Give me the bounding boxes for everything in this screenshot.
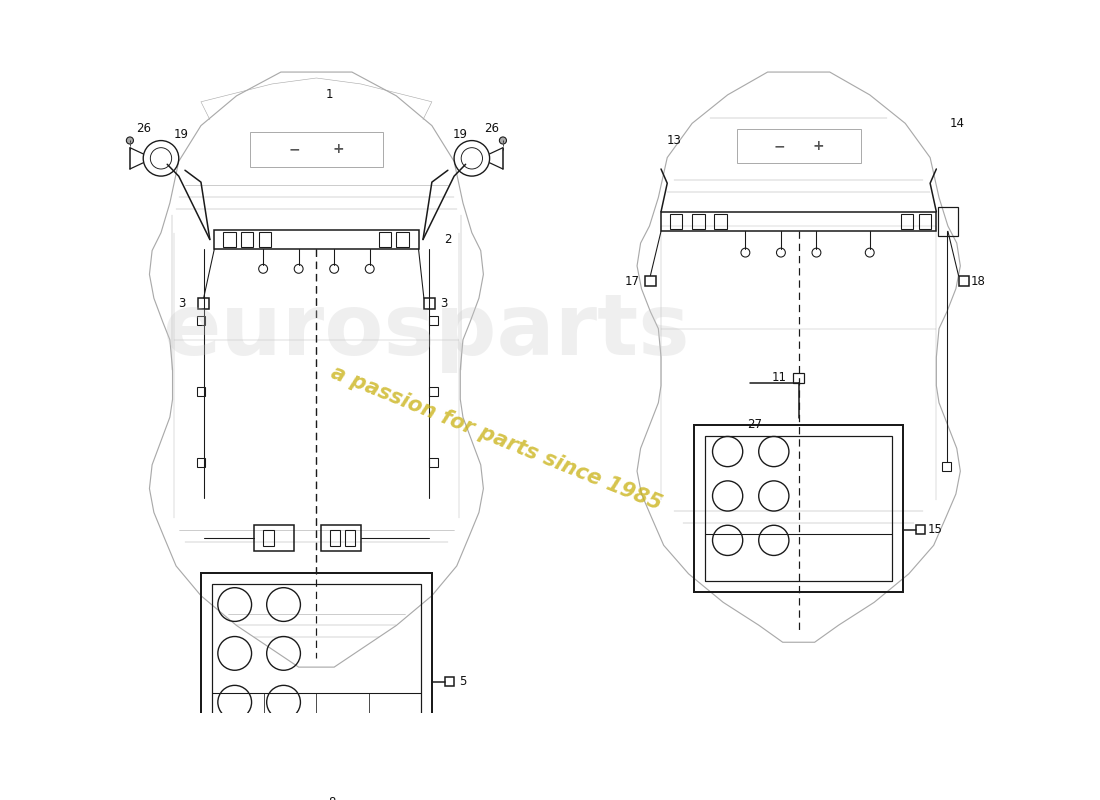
Text: 26: 26 — [135, 122, 151, 135]
Bar — [254, 525, 294, 551]
Text: 2: 2 — [444, 233, 452, 246]
Bar — [901, 214, 913, 229]
Text: −: − — [288, 142, 300, 156]
Text: eurosparts: eurosparts — [162, 290, 690, 373]
Text: a passion for parts since 1985: a passion for parts since 1985 — [329, 362, 666, 514]
Text: 8: 8 — [329, 796, 337, 800]
Bar — [958, 276, 969, 286]
Bar — [694, 425, 903, 592]
Bar — [241, 233, 253, 246]
Bar — [429, 387, 438, 396]
Bar — [201, 574, 432, 755]
Circle shape — [499, 137, 506, 144]
Text: 14: 14 — [949, 117, 965, 130]
Bar — [344, 530, 355, 546]
Bar — [737, 129, 861, 163]
Bar — [396, 233, 409, 246]
Text: 17: 17 — [625, 274, 640, 287]
Bar — [197, 387, 206, 396]
Text: 13: 13 — [667, 134, 682, 147]
Text: 3: 3 — [440, 297, 447, 310]
Text: 27: 27 — [747, 418, 762, 431]
Text: 26: 26 — [484, 122, 499, 135]
Bar — [916, 526, 925, 534]
Bar — [223, 233, 235, 246]
Text: −: − — [773, 139, 785, 153]
Bar — [918, 214, 931, 229]
Text: 15: 15 — [928, 523, 943, 536]
Bar — [429, 458, 438, 467]
Text: +: + — [813, 139, 824, 153]
Text: 18: 18 — [970, 274, 986, 287]
Text: 1: 1 — [326, 88, 333, 101]
Text: +: + — [333, 142, 344, 156]
Text: 3: 3 — [178, 297, 186, 310]
Text: 11: 11 — [771, 371, 786, 384]
Bar — [429, 316, 438, 325]
Bar — [942, 462, 950, 471]
Bar — [378, 233, 390, 246]
Bar — [321, 525, 361, 551]
Bar — [198, 298, 209, 309]
Bar — [197, 458, 206, 467]
Bar — [308, 771, 317, 780]
Bar — [793, 373, 804, 383]
Bar — [645, 276, 656, 286]
Text: 19: 19 — [453, 128, 468, 141]
Bar — [670, 214, 682, 229]
Bar — [661, 212, 936, 231]
Bar — [219, 771, 228, 780]
Bar — [424, 298, 434, 309]
Text: 5: 5 — [460, 675, 466, 688]
Bar — [263, 530, 274, 546]
Bar — [258, 233, 271, 246]
Bar — [692, 214, 704, 229]
Bar — [312, 798, 321, 800]
Bar — [214, 230, 419, 250]
Bar — [714, 214, 727, 229]
Text: 19: 19 — [174, 128, 189, 141]
Bar — [250, 131, 383, 167]
Circle shape — [126, 137, 133, 144]
Bar — [197, 316, 206, 325]
Bar — [405, 771, 414, 780]
Bar — [446, 678, 454, 686]
Bar — [211, 584, 421, 745]
Bar — [704, 435, 892, 582]
Bar — [330, 530, 340, 546]
Bar — [938, 207, 958, 236]
